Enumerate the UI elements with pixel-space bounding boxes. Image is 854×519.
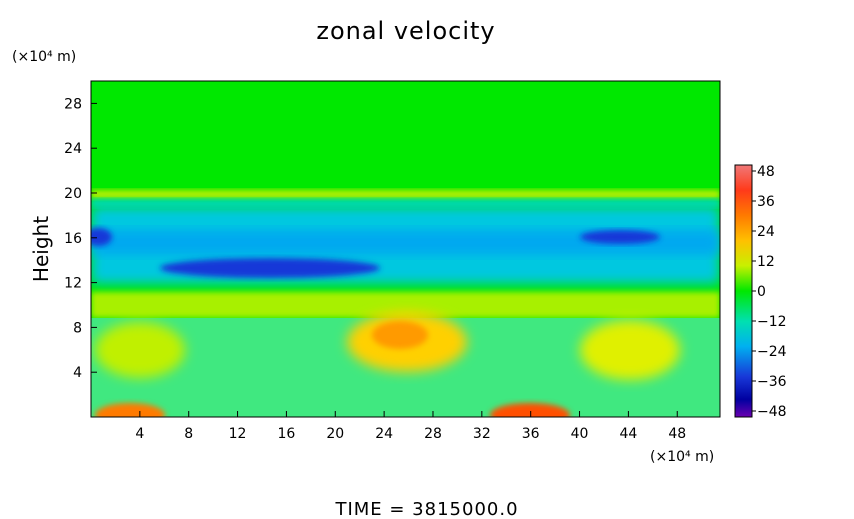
x-tick-label: 4 [135,426,144,442]
feature-max-aloft [372,321,428,349]
x-tick-label: 12 [229,426,247,442]
x-tick-label: 20 [326,426,344,442]
y-axis-label: Height [29,216,53,282]
feature-negative-west [91,228,112,246]
x-tick-label: 24 [375,426,393,442]
colorbar-tick-label: −12 [757,314,787,330]
y-tick-label: 8 [73,320,82,336]
colorbar-tick-label: −48 [757,404,787,420]
feature-surface-max-east [490,403,570,417]
x-tick-label: 32 [473,426,491,442]
y-tick-label: 12 [64,276,82,292]
y-tick-label: 24 [64,141,82,157]
x-unit-label: (×10⁴ m) [650,449,714,465]
x-tick-label: 8 [184,426,193,442]
colorbar [734,164,753,418]
colorbar-tick-label: −24 [757,344,787,360]
y-unit-label: (×10⁴ m) [12,49,76,65]
y-tick-label: 20 [64,186,82,202]
feature-jet-core [160,258,380,278]
feature-surface-max-west [95,403,165,417]
time-footer: TIME = 3815000.0 [334,499,518,519]
y-tick-label: 28 [64,96,82,112]
band-upper-positive [91,190,720,199]
x-tick-label: 16 [278,426,296,442]
colorbar-tick-label: 12 [757,254,775,270]
feature-lobe-east [580,320,680,380]
feature-negative-east [580,230,660,244]
band-upper-neutral [91,199,720,207]
plot-frame [90,80,721,418]
colorbar-tick-label: −36 [757,374,787,390]
colorbar-ticks: 48 36 24 12 0 −12 −24 −36 −48 [752,164,787,420]
colorbar-tick-label: 36 [757,194,775,210]
x-tick-label: 28 [424,426,442,442]
x-tick-label: 36 [522,426,540,442]
colorbar-tick-label: 0 [757,284,766,300]
x-tick-label: 48 [668,426,686,442]
x-tick-label: 44 [619,426,637,442]
x-axis: 4 8 12 16 20 24 28 32 36 40 44 48 [135,411,686,442]
colorbar-tick-label: 24 [757,224,775,240]
feature-lobe-west [95,322,185,378]
y-tick-label: 4 [73,365,82,381]
y-axis: 4 8 12 16 20 24 28 [64,96,97,381]
velocity-field [91,81,720,417]
chart-title: zonal velocity [316,17,495,45]
colorbar-tick-label: 48 [757,164,775,180]
y-tick-label: 16 [64,231,82,247]
x-tick-label: 40 [571,426,589,442]
